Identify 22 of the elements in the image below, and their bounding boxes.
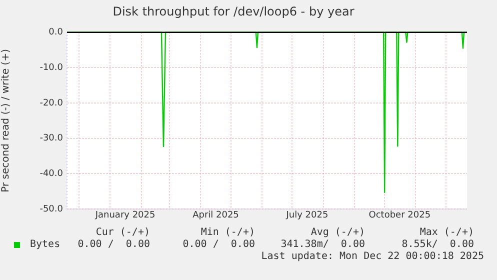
y-tick-label: -10.0 bbox=[40, 63, 64, 74]
y-tick-label: -20.0 bbox=[40, 98, 64, 108]
x-tick-label: October 2025 bbox=[368, 210, 431, 221]
text: 0.00 / 0.00 bbox=[78, 239, 150, 250]
text: Min (-/+) bbox=[200, 227, 255, 238]
text: Last update: Mon Dec 22 00:00:18 2025 bbox=[261, 251, 484, 262]
y-tick-label: 0.0 bbox=[48, 28, 64, 38]
y-tick-label: -50.0 bbox=[40, 204, 64, 214]
y-tick-label: -30.0 bbox=[40, 134, 64, 144]
text: 0.00 / 0.00 bbox=[182, 239, 255, 250]
y-tick-label: -40.0 bbox=[40, 169, 64, 180]
text: Avg (-/+) bbox=[310, 227, 365, 238]
x-tick-label: July 2025 bbox=[285, 210, 328, 221]
x-tick-label: April 2025 bbox=[192, 210, 239, 221]
text: 341.38m/ 0.00 bbox=[280, 239, 365, 250]
chart-title: Disk throughput for /dev/loop6 - by year bbox=[112, 4, 354, 18]
text: 8.55k/ 0.00 bbox=[402, 239, 474, 250]
text: Max (-/+) bbox=[420, 227, 474, 238]
text: Cur (-/+) bbox=[96, 227, 150, 238]
legend-label: Bytes bbox=[30, 239, 60, 250]
x-tick-label: January 2025 bbox=[94, 210, 156, 221]
y-axis-title: Pr second read (-) / write (+) bbox=[0, 48, 12, 192]
